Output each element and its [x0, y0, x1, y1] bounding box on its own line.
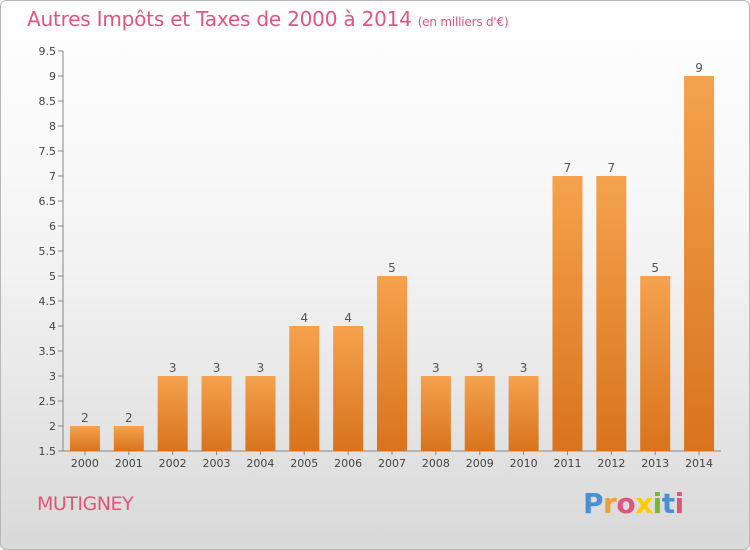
y-tick-label: 6.5 [39, 195, 57, 208]
bar-2014 [684, 76, 715, 451]
y-tick-label: 7.5 [39, 145, 57, 158]
bar-2001 [113, 426, 144, 451]
bars [69, 76, 715, 451]
x-tick-label: 2003 [203, 457, 231, 470]
x-tick-label: 2006 [334, 457, 362, 470]
x-tick-label: 2002 [159, 457, 187, 470]
y-tick-label: 4.5 [39, 295, 57, 308]
bar-value-label: 3 [432, 361, 440, 375]
chart-subtitle: (en milliers d'€) [417, 15, 509, 29]
bar-value-label: 4 [300, 311, 308, 325]
y-tick-label: 7 [49, 170, 56, 183]
proxiti-logo[interactable]: Proxiti [583, 487, 684, 520]
x-tick-label: 2004 [246, 457, 274, 470]
logo-letter: i [652, 487, 663, 520]
bar-2004 [245, 376, 276, 451]
logo-letter: t [661, 487, 675, 520]
bar-value-labels: 2 2 3 3 3 4 4 5 3 3 3 7 7 5 9 [81, 61, 703, 425]
y-tick-label: 9.5 [39, 45, 57, 58]
y-tick-label: 2 [49, 420, 56, 433]
y-tick-label: 8 [49, 120, 56, 133]
y-tick-label: 8.5 [39, 95, 57, 108]
y-tick-label: 5.5 [39, 245, 57, 258]
bar-value-label: 7 [608, 161, 616, 175]
bar-2012 [596, 176, 627, 451]
chart-title: Autres Impôts et Taxes de 2000 à 2014 (en… [27, 7, 509, 31]
bar-2013 [640, 276, 671, 451]
y-tick-label: 5 [49, 270, 56, 283]
x-tick-label: 2001 [115, 457, 143, 470]
city-name: MUTIGNEY [37, 493, 134, 515]
x-tick-label: 2013 [641, 457, 669, 470]
bar-value-label: 2 [125, 411, 133, 425]
bar-2002 [157, 376, 188, 451]
bar-2008 [420, 376, 451, 451]
y-tick-label: 3.5 [39, 345, 57, 358]
bar-2003 [201, 376, 232, 451]
bar-value-label: 5 [651, 261, 659, 275]
bar-2007 [377, 276, 407, 451]
y-tick-label: 2.5 [39, 395, 57, 408]
bar-value-label: 5 [388, 261, 396, 275]
y-tick-label: 1.5 [39, 445, 57, 458]
bar-value-label: 3 [520, 361, 528, 375]
bar-2009 [464, 376, 495, 451]
x-tick-label: 2007 [378, 457, 406, 470]
bar-value-label: 4 [344, 311, 352, 325]
bar-value-label: 3 [257, 361, 265, 375]
logo-letter: P [583, 487, 604, 520]
bar-value-label: 3 [213, 361, 221, 375]
axes: 1.5 2 2.5 3 3.5 4 4.5 5 5.5 6 6.5 7 7.5 8 8.5 9 9.5 2000 2… [39, 45, 721, 470]
bar-value-label: 7 [564, 161, 572, 175]
x-tick-label: 2014 [685, 457, 713, 470]
logo-letter: r [603, 487, 617, 520]
bar-2010 [508, 376, 539, 451]
y-tick-label: 9 [49, 70, 56, 83]
bar-2005 [289, 326, 320, 451]
x-tick-label: 2012 [597, 457, 625, 470]
bar-value-label: 3 [476, 361, 484, 375]
y-tick-label: 6 [49, 220, 56, 233]
x-tick-label: 2011 [553, 457, 581, 470]
bar-2000 [69, 426, 100, 451]
bar-2011 [552, 176, 583, 451]
x-tick-label: 2009 [466, 457, 494, 470]
bar-2006 [333, 326, 364, 451]
y-tick-label: 4 [49, 320, 56, 333]
logo-letter: i [674, 487, 685, 520]
bar-value-label: 2 [81, 411, 89, 425]
x-tick-label: 2010 [510, 457, 538, 470]
bar-value-label: 3 [169, 361, 177, 375]
chart-title-text: Autres Impôts et Taxes de 2000 à 2014 [27, 7, 412, 31]
bar-value-label: 9 [695, 61, 703, 75]
logo-letter: o [616, 487, 636, 520]
x-tick-label: 2000 [71, 457, 99, 470]
x-tick-label: 2008 [422, 457, 450, 470]
logo-letter: x [635, 487, 653, 520]
y-tick-label: 3 [49, 370, 56, 383]
x-tick-label: 2005 [290, 457, 318, 470]
